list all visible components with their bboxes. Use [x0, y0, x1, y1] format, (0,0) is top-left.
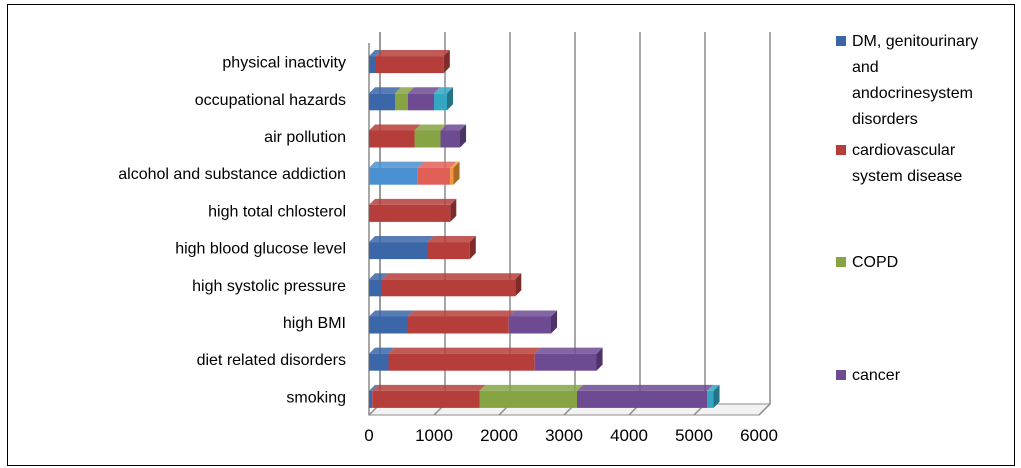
category-label-high-systolic-pressure: high systolic pressure	[192, 278, 346, 295]
bar-top-occupational-hazards	[408, 87, 441, 94]
bar-segment-high-blood-glucose-level	[427, 242, 470, 260]
bar-segment-air-pollution	[440, 130, 460, 148]
bar-segment-air-pollution	[414, 130, 441, 148]
bar-segment-alcohol-and-substance-addiction	[369, 167, 418, 185]
bar-top-smoking	[707, 384, 720, 391]
legend-swatch-copd	[836, 257, 846, 267]
bar-end-smoking	[713, 384, 720, 408]
bar-top-diet-related-disorders	[534, 347, 603, 354]
bar-end-high-total-chlosterol	[450, 198, 457, 222]
bar-end-high-systolic-pressure	[515, 273, 522, 297]
legend-label-dm-genitourinary-and-andocrinesystem-disorders: DM, genitourinary	[852, 33, 978, 50]
bar-top-high-total-chlosterol	[369, 198, 457, 205]
x-tick-label: 1000	[415, 426, 453, 445]
legend-label-cardiovascular-system-disease: system disease	[852, 168, 962, 185]
bar-segment-occupational-hazards	[408, 93, 434, 111]
legend-swatch-cardiovascular-system-disease	[836, 145, 846, 155]
category-label-occupational-hazards: occupational hazards	[195, 92, 346, 109]
bar-segment-smoking	[577, 390, 707, 408]
bar-top-high-blood-glucose-level	[427, 236, 476, 243]
bar-segment-diet-related-disorders	[369, 353, 389, 371]
legend-swatch-dm-genitourinary-and-andocrinesystem-disorders	[836, 36, 846, 46]
x-tick-label: 4000	[610, 426, 648, 445]
x-tick-label: 3000	[545, 426, 583, 445]
bar-top-air-pollution	[369, 124, 421, 131]
bar-segment-occupational-hazards	[369, 93, 395, 111]
category-label-high-bmi: high BMI	[283, 315, 346, 332]
bar-top-high-blood-glucose-level	[369, 236, 434, 243]
bar-segment-air-pollution	[369, 130, 415, 148]
category-label-high-total-chlosterol: high total chlosterol	[208, 203, 346, 220]
category-label-alcohol-and-substance-addiction: alcohol and substance addiction	[118, 166, 346, 183]
bar-segment-physical-inactivity	[369, 56, 376, 74]
bar-segment-high-blood-glucose-level	[369, 242, 428, 260]
bar-top-smoking	[577, 384, 714, 391]
bar-top-occupational-hazards	[395, 87, 415, 94]
category-label-smoking: smoking	[286, 389, 346, 406]
bar-top-alcohol-and-substance-addiction	[417, 161, 457, 168]
category-label-high-blood-glucose-level: high blood glucose level	[175, 241, 346, 258]
bar-top-air-pollution	[440, 124, 467, 131]
bar-segment-occupational-hazards	[395, 93, 408, 111]
bar-end-high-bmi	[551, 310, 558, 334]
bar-segment-physical-inactivity	[375, 56, 444, 74]
bar-segment-occupational-hazards	[434, 93, 447, 111]
bar-segment-smoking	[479, 390, 577, 408]
bar-top-physical-inactivity	[369, 50, 382, 57]
bar-segment-high-bmi	[369, 316, 408, 334]
bar-top-diet-related-disorders	[369, 347, 395, 354]
bar-top-diet-related-disorders	[388, 347, 541, 354]
bar-segment-diet-related-disorders	[534, 353, 597, 371]
bar-end-alcohol-and-substance-addiction	[453, 161, 460, 185]
bar-segment-high-bmi	[508, 316, 551, 334]
bar-top-air-pollution	[414, 124, 447, 131]
bar-end-occupational-hazards	[447, 87, 454, 111]
bar-segment-high-systolic-pressure	[382, 279, 516, 297]
legend-label-cardiovascular-system-disease: cardiovascular	[852, 142, 956, 159]
legend-label-dm-genitourinary-and-andocrinesystem-disorders: andocrinesystem	[852, 85, 973, 102]
legend-swatch-cancer	[836, 370, 846, 380]
bar-top-occupational-hazards	[434, 87, 454, 94]
bar-segment-alcohol-and-substance-addiction	[417, 167, 451, 185]
bar-top-high-systolic-pressure	[382, 273, 522, 280]
x-tick-label: 0	[364, 426, 373, 445]
bar-top-alcohol-and-substance-addiction	[450, 161, 460, 168]
bar-top-alcohol-and-substance-addiction	[369, 161, 424, 168]
legend-label-dm-genitourinary-and-andocrinesystem-disorders: disorders	[852, 111, 918, 128]
bar-segment-alcohol-and-substance-addiction	[450, 167, 454, 185]
bar-segment-high-total-chlosterol	[369, 204, 451, 222]
bar-top-smoking	[369, 384, 379, 391]
category-label-diet-related-disorders: diet related disorders	[197, 352, 346, 369]
category-label-physical-inactivity: physical inactivity	[222, 55, 346, 72]
bar-top-physical-inactivity	[375, 50, 450, 57]
bar-end-physical-inactivity	[443, 50, 450, 74]
bar-segment-high-bmi	[408, 316, 509, 334]
bar-top-high-bmi	[508, 310, 558, 317]
bar-top-high-bmi	[369, 310, 415, 317]
bar-top-smoking	[372, 384, 486, 391]
bar-end-air-pollution	[460, 124, 467, 148]
category-label-air-pollution: air pollution	[264, 129, 346, 146]
legend-label-dm-genitourinary-and-andocrinesystem-disorders: and	[852, 59, 879, 76]
bar-top-smoking	[479, 384, 584, 391]
gridline-foot	[758, 403, 771, 416]
x-tick-label: 5000	[675, 426, 713, 445]
bar-segment-diet-related-disorders	[388, 353, 535, 371]
bar-segment-smoking	[372, 390, 480, 408]
bar-top-high-bmi	[408, 310, 515, 317]
bar-end-high-blood-glucose-level	[469, 236, 476, 260]
x-tick-label: 2000	[480, 426, 518, 445]
bar-top-occupational-hazards	[369, 87, 402, 94]
bar-segment-smoking	[707, 390, 714, 408]
legend-label-cancer: cancer	[852, 367, 901, 384]
x-tick-label: 6000	[740, 426, 778, 445]
legend-label-copd: COPD	[852, 254, 898, 271]
bar-segment-high-systolic-pressure	[369, 279, 382, 297]
bar-segment-smoking	[369, 390, 373, 408]
bar-top-high-systolic-pressure	[369, 273, 389, 280]
bar-end-diet-related-disorders	[596, 347, 603, 371]
